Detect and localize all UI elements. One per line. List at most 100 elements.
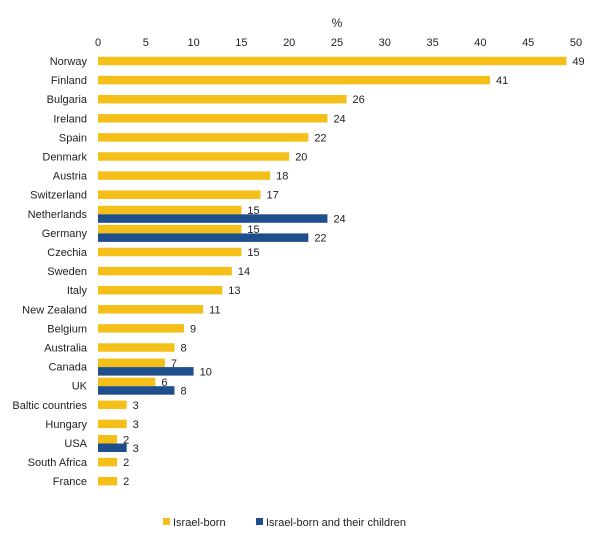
data-label: 11 (209, 304, 220, 316)
bar-israel-born (98, 324, 185, 333)
x-axis-ticks: 0 5 10 15 20 25 30 35 40 45 50 (95, 37, 582, 49)
category-label: Czechia (47, 247, 88, 259)
bar-israel-born-and-children (98, 233, 309, 242)
data-label: 14 (238, 266, 250, 278)
data-label: 2 (123, 476, 129, 488)
bar-israel-born (98, 56, 567, 66)
x-tick-label: 15 (235, 37, 247, 49)
legend-swatch (256, 518, 263, 525)
bar-israel-born-and-children (98, 214, 328, 223)
category-label: Switzerland (30, 190, 87, 202)
category-label: Canada (48, 362, 87, 374)
data-label: 26 (353, 94, 365, 106)
bar-israel-born (98, 266, 232, 276)
data-label: 9 (190, 323, 196, 335)
data-label: 24 (333, 214, 345, 226)
data-label: 8 (180, 385, 186, 397)
bar-israel-born (98, 247, 242, 257)
category-label: UK (72, 381, 88, 393)
data-label: 41 (496, 75, 508, 87)
x-tick-label: 50 (570, 37, 582, 49)
data-label: 18 (276, 171, 288, 183)
data-label: 8 (180, 343, 186, 355)
category-label: Belgium (47, 323, 87, 335)
legend-label: Israel-born (173, 517, 226, 529)
category-label: Ireland (53, 113, 87, 125)
category-label: Sweden (47, 266, 87, 278)
category-label: Austria (53, 171, 88, 183)
data-label: 24 (333, 113, 345, 125)
data-label: 13 (228, 285, 240, 297)
x-tick-label: 30 (379, 37, 391, 49)
x-tick-label: 0 (95, 37, 101, 49)
data-label: 15 (247, 224, 259, 236)
legend-label: Israel-born and their children (266, 517, 406, 529)
x-tick-label: 40 (474, 37, 486, 49)
category-label: Spain (59, 132, 87, 144)
x-tick-label: 45 (522, 37, 534, 49)
data-label: 3 (133, 443, 139, 455)
data-label: 3 (133, 400, 139, 412)
x-tick-label: 25 (331, 37, 343, 49)
data-label: 22 (314, 132, 326, 144)
legend-swatch (163, 518, 170, 525)
bar-israel-born (98, 377, 156, 387)
data-label: 49 (572, 56, 584, 68)
legend: Israel-born Israel-born and their childre… (163, 517, 406, 529)
bar-israel-born (98, 419, 127, 429)
category-label: USA (64, 438, 87, 450)
bar-israel-born (98, 133, 309, 142)
bar-israel-born-and-children (98, 386, 175, 395)
category-label: Australia (44, 343, 88, 355)
category-label: Italy (67, 285, 88, 297)
data-label: 2 (123, 457, 129, 469)
category-label: Germany (42, 228, 88, 240)
axis-unit-label: % (332, 16, 343, 30)
category-label: Bulgaria (47, 94, 88, 106)
bar-israel-born (98, 94, 347, 104)
data-label: 7 (171, 358, 177, 370)
category-label: Norway (50, 56, 88, 68)
category-label: South Africa (28, 457, 88, 469)
bar-israel-born (98, 476, 118, 486)
category-label: Netherlands (28, 209, 88, 221)
category-label: Baltic countries (12, 400, 87, 412)
bars: 4941262422201817152415221514131198710683… (98, 56, 585, 488)
x-tick-label: 35 (426, 37, 438, 49)
bar-israel-born (98, 152, 290, 161)
bar-israel-born (98, 457, 118, 467)
data-label: 2 (123, 434, 129, 446)
bar-israel-born (98, 75, 490, 85)
data-label: 15 (247, 247, 259, 259)
bar-israel-born (98, 205, 242, 215)
bar-israel-born (98, 358, 165, 368)
category-label: Hungary (45, 419, 87, 431)
bar-israel-born (98, 114, 328, 123)
category-label: Finland (51, 75, 87, 87)
category-labels: Norway Finland Bulgaria Ireland Spain Denmark… (12, 56, 87, 488)
bar-israel-born (98, 224, 242, 234)
bar-israel-born (98, 285, 223, 295)
data-label: 6 (161, 377, 167, 389)
data-label: 3 (133, 419, 139, 431)
bar-israel-born (98, 190, 261, 199)
bar-israel-born (98, 171, 271, 180)
bar-israel-born (98, 305, 204, 314)
x-tick-label: 20 (283, 37, 295, 49)
bar-israel-born (98, 343, 175, 352)
data-label: 17 (267, 190, 279, 202)
data-label: 10 (200, 366, 212, 378)
bar-israel-born-and-children (98, 443, 127, 452)
data-label: 22 (314, 233, 326, 245)
bar-israel-born (98, 400, 127, 410)
category-label: New Zealand (22, 304, 87, 316)
category-label: Denmark (42, 152, 87, 164)
data-label: 15 (247, 205, 259, 217)
data-label: 20 (295, 152, 307, 164)
bar-israel-born (98, 435, 118, 444)
category-label: France (53, 476, 87, 488)
x-tick-label: 5 (143, 37, 149, 49)
bar-israel-born-and-children (98, 367, 194, 376)
x-tick-label: 10 (187, 37, 199, 49)
